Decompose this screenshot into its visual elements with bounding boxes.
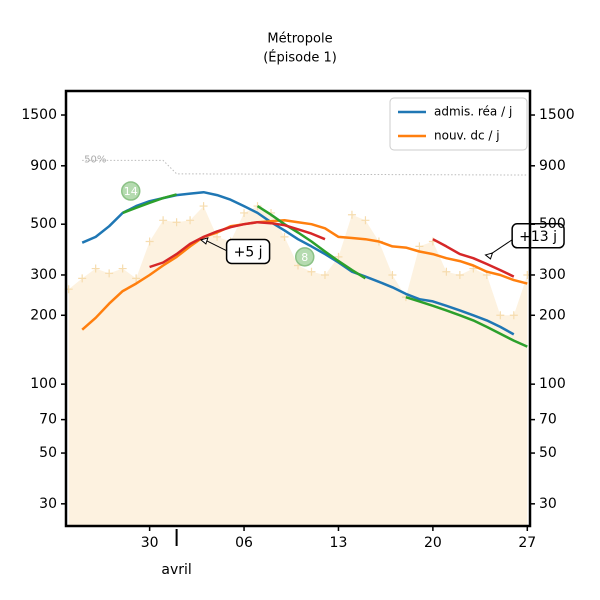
- annotation-arrowhead: [484, 252, 494, 260]
- plot-frame: [64, 89, 532, 528]
- annotation-circle: [294, 247, 315, 267]
- y-tick-label: 500: [30, 216, 57, 232]
- annotation-text: +5 j: [234, 244, 263, 260]
- y-tick-label: 200: [30, 307, 57, 323]
- y-tick-label-right: 1500: [539, 107, 575, 123]
- x-tick-label: 13: [330, 535, 348, 551]
- y-tick-label-right: 100: [539, 376, 566, 392]
- raw-marker: [442, 267, 451, 276]
- y-tick-label: 300: [30, 267, 57, 283]
- annotation-arrowhead: [199, 237, 209, 245]
- annotation-box: [511, 223, 565, 249]
- raw-marker: [280, 232, 289, 241]
- raw-marker: [334, 252, 343, 261]
- legend-label: nouv. dc / j: [434, 129, 500, 143]
- reference-label: 50%: [84, 154, 106, 165]
- annotation-text: 8: [301, 251, 308, 264]
- y-tick-label-right: 200: [539, 307, 566, 323]
- raw-marker: [105, 269, 114, 278]
- y-tick-label-right: 300: [539, 267, 566, 283]
- y-tick-label: 100: [30, 376, 57, 392]
- raw-marker: [118, 264, 127, 273]
- y-tick-label-right: 50: [539, 445, 557, 461]
- x-tick-label: 06: [235, 535, 253, 551]
- raw-marker: [78, 274, 87, 283]
- trend-overlay: [149, 220, 515, 278]
- annotation-box: [225, 238, 271, 265]
- y-tick-label-right: 30: [539, 496, 557, 512]
- month-tick-label: avril: [161, 562, 191, 578]
- raw-marker: [388, 270, 397, 279]
- raw-marker: [455, 270, 464, 279]
- chart-title: Métropole: [267, 32, 332, 47]
- raw-marker: [509, 311, 518, 320]
- y-tick-label: 70: [39, 412, 57, 428]
- series-line: [81, 219, 528, 331]
- y-tick-label: 900: [30, 158, 57, 174]
- chart-subtitle: (Épisode 1): [263, 50, 337, 66]
- raw-marker: [145, 237, 154, 246]
- raw-marker: [186, 216, 195, 225]
- trend-overlay: [122, 193, 528, 348]
- raw-marker: [132, 274, 141, 283]
- x-tick-label: 20: [424, 535, 442, 551]
- raw-marker: [159, 216, 168, 225]
- y-tick-label-right: 500: [539, 216, 566, 232]
- raw-marker: [307, 267, 316, 276]
- raw-marker: [320, 270, 329, 279]
- raw-marker: [172, 218, 181, 227]
- raw-marker: [240, 208, 249, 217]
- y-tick-label: 50: [39, 445, 57, 461]
- raw-marker: [415, 242, 424, 251]
- annotation-circle: [120, 181, 141, 201]
- y-tick-label: 30: [39, 496, 57, 512]
- x-tick-label: 30: [141, 535, 159, 551]
- y-tick-label: 1500: [21, 107, 57, 123]
- raw-marker: [213, 232, 222, 241]
- raw-marker: [361, 216, 370, 225]
- annotation-arrow: [204, 239, 229, 252]
- y-tick-label-right: 70: [539, 412, 557, 428]
- annotation-text: 14: [124, 185, 138, 198]
- raw-marker: [496, 311, 505, 320]
- raw-marker: [199, 202, 208, 211]
- legend-label: admis. réa / j: [434, 105, 512, 119]
- annotation-text: +13 j: [519, 229, 557, 245]
- x-tick-label: 27: [518, 535, 536, 551]
- raw-marker: [347, 210, 356, 219]
- raw-area: [68, 206, 528, 526]
- raw-marker: [91, 264, 100, 273]
- y-tick-label-right: 900: [539, 158, 566, 174]
